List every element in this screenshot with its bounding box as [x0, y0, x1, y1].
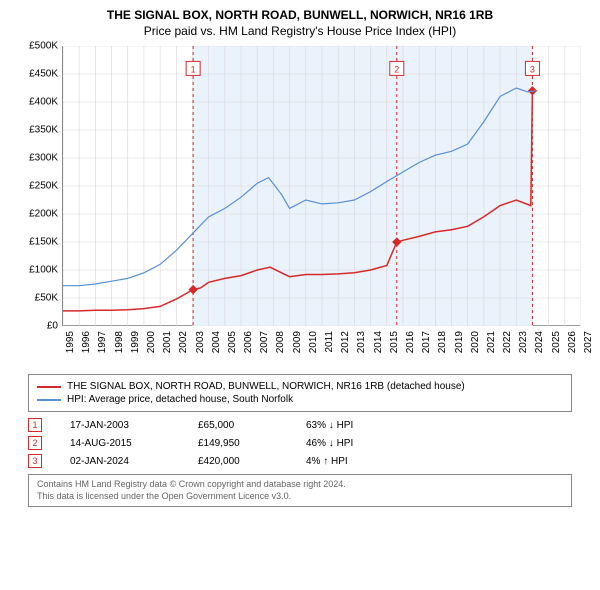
x-tick-label: 2005	[227, 331, 238, 353]
markers-table: 1 17-JAN-2003 £65,000 63% ↓ HPI 2 14-AUG…	[28, 418, 572, 468]
marker-row: 1 17-JAN-2003 £65,000 63% ↓ HPI	[28, 418, 572, 432]
legend-swatch-hpi	[37, 399, 61, 401]
marker-diff: 63% ↓ HPI	[306, 420, 386, 431]
legend-swatch-property	[37, 386, 61, 388]
y-tick-label: £400K	[29, 97, 58, 108]
x-tick-label: 2025	[551, 331, 562, 353]
x-tick-label: 2022	[502, 331, 513, 353]
y-tick-label: £300K	[29, 153, 58, 164]
x-tick-label: 2019	[454, 331, 465, 353]
x-tick-label: 2008	[275, 331, 286, 353]
marker-date: 02-JAN-2024	[70, 456, 170, 467]
marker-box-2: 2	[28, 436, 42, 450]
x-tick-label: 2001	[162, 331, 173, 353]
chart-subtitle: Price paid vs. HM Land Registry's House …	[10, 24, 590, 38]
marker-diff: 4% ↑ HPI	[306, 456, 386, 467]
legend-label-hpi: HPI: Average price, detached house, Sout…	[67, 394, 293, 405]
x-tick-label: 1998	[114, 331, 125, 353]
y-tick-label: £50K	[35, 293, 58, 304]
y-tick-label: £350K	[29, 125, 58, 136]
x-tick-label: 2017	[421, 331, 432, 353]
x-tick-label: 2020	[470, 331, 481, 353]
x-tick-label: 2024	[534, 331, 545, 353]
x-axis-labels: 1995 1996 1997 1998 1999 2000 2001 2002 2003 2004…	[62, 328, 580, 368]
x-tick-label: 2011	[324, 331, 335, 353]
svg-text:2: 2	[394, 64, 399, 74]
svg-text:3: 3	[530, 64, 535, 74]
y-tick-label: £250K	[29, 181, 58, 192]
y-tick-label: £150K	[29, 237, 58, 248]
marker-price: £65,000	[198, 420, 278, 431]
y-tick-label: £0	[47, 321, 58, 332]
marker-date: 17-JAN-2003	[70, 420, 170, 431]
x-tick-label: 2002	[178, 331, 189, 353]
marker-box-3: 3	[28, 454, 42, 468]
x-tick-label: 2026	[567, 331, 578, 353]
x-tick-label: 2023	[518, 331, 529, 353]
x-tick-label: 1995	[65, 331, 76, 353]
x-tick-label: 2016	[405, 331, 416, 353]
svg-text:1: 1	[191, 64, 196, 74]
legend-row: HPI: Average price, detached house, Sout…	[37, 394, 563, 405]
y-axis-labels: £0£50K£100K£150K£200K£250K£300K£350K£400…	[20, 46, 62, 326]
x-tick-label: 1999	[130, 331, 141, 353]
x-tick-label: 2013	[356, 331, 367, 353]
y-tick-label: £200K	[29, 209, 58, 220]
y-tick-label: £100K	[29, 265, 58, 276]
x-tick-label: 2009	[292, 331, 303, 353]
plot-area: £0 £50K £100K £150K £200K £250K £300K £350K £400…	[20, 46, 580, 366]
marker-price: £420,000	[198, 456, 278, 467]
marker-box-1: 1	[28, 418, 42, 432]
chart-container: THE SIGNAL BOX, NORTH ROAD, BUNWELL, NOR…	[0, 0, 600, 523]
x-tick-label: 1997	[97, 331, 108, 353]
x-tick-label: 2010	[308, 331, 319, 353]
x-tick-label: 2003	[195, 331, 206, 353]
marker-price: £149,950	[198, 438, 278, 449]
x-tick-label: 2018	[437, 331, 448, 353]
marker-row: 3 02-JAN-2024 £420,000 4% ↑ HPI	[28, 454, 572, 468]
x-tick-label: 2007	[259, 331, 270, 353]
x-tick-label: 2027	[583, 331, 594, 353]
plot-svg: 1 2 3	[63, 46, 581, 326]
legend-label-property: THE SIGNAL BOX, NORTH ROAD, BUNWELL, NOR…	[67, 381, 465, 392]
y-tick-label: £450K	[29, 69, 58, 80]
x-tick-label: 2006	[243, 331, 254, 353]
x-tick-label: 2021	[486, 331, 497, 353]
y-tick-label: £500K	[29, 41, 58, 52]
plot-inner: 1 2 3	[62, 46, 580, 326]
footer-box: Contains HM Land Registry data © Crown c…	[28, 474, 572, 507]
x-tick-label: 2014	[373, 331, 384, 353]
marker-row: 2 14-AUG-2015 £149,950 46% ↓ HPI	[28, 436, 572, 450]
chart-title: THE SIGNAL BOX, NORTH ROAD, BUNWELL, NOR…	[10, 8, 590, 22]
footer-line1: Contains HM Land Registry data © Crown c…	[37, 479, 563, 491]
marker-diff: 46% ↓ HPI	[306, 438, 386, 449]
x-tick-label: 2012	[340, 331, 351, 353]
legend-box: THE SIGNAL BOX, NORTH ROAD, BUNWELL, NOR…	[28, 374, 572, 412]
x-tick-label: 2004	[211, 331, 222, 353]
legend-row: THE SIGNAL BOX, NORTH ROAD, BUNWELL, NOR…	[37, 381, 563, 392]
footer-line2: This data is licensed under the Open Gov…	[37, 491, 563, 503]
x-tick-label: 2015	[389, 331, 400, 353]
marker-date: 14-AUG-2015	[70, 438, 170, 449]
x-tick-label: 1996	[81, 331, 92, 353]
x-tick-label: 2000	[146, 331, 157, 353]
